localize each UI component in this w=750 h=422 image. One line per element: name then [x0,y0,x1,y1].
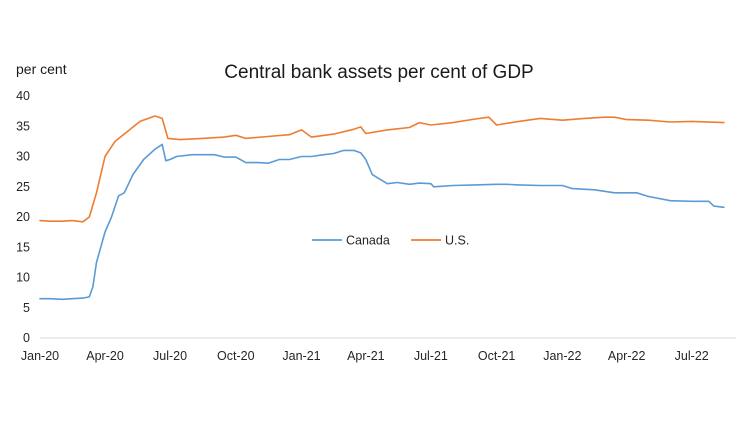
y-tick-label: 35 [16,119,30,133]
series-lines [39,115,725,301]
y-tick-label: 5 [23,301,30,315]
y-tick-label: 40 [16,89,30,103]
x-tick-label: Apr-22 [608,349,646,363]
y-tick-label: 0 [23,331,30,345]
x-tick-label: Oct-21 [478,349,516,363]
x-axis-ticks: Jan-20 Apr-20 Jul-20 Oct-20 Jan-21 Apr-21 Jul-… [21,349,709,363]
x-tick-label: Jul-21 [414,349,448,363]
y-axis-ticks: 0 5 10 15 20 25 30 35 40 [16,89,30,345]
legend-label: U.S. [445,234,469,248]
chart-title: Central bank assets per cent of GDP [224,62,533,83]
x-tick-label: Jan-20 [21,349,59,363]
y-tick-label: 10 [16,271,30,285]
x-tick-label: Apr-21 [347,349,385,363]
series-line-canada [39,143,725,301]
legend-label: Canada [346,234,390,248]
x-tick-label: Oct-20 [217,349,255,363]
series-line-us [39,115,725,223]
y-tick-label: 25 [16,180,30,194]
x-tick-label: Jul-20 [153,349,187,363]
x-tick-label: Jul-22 [675,349,709,363]
y-tick-label: 15 [16,240,30,254]
x-tick-label: Apr-20 [86,349,124,363]
y-axis-unit-label: per cent [16,61,67,77]
chart-legend: Canada U.S. [312,234,469,248]
y-tick-label: 30 [16,150,30,164]
y-tick-label: 20 [16,210,30,224]
x-tick-label: Jan-22 [543,349,581,363]
x-tick-label: Jan-21 [282,349,320,363]
